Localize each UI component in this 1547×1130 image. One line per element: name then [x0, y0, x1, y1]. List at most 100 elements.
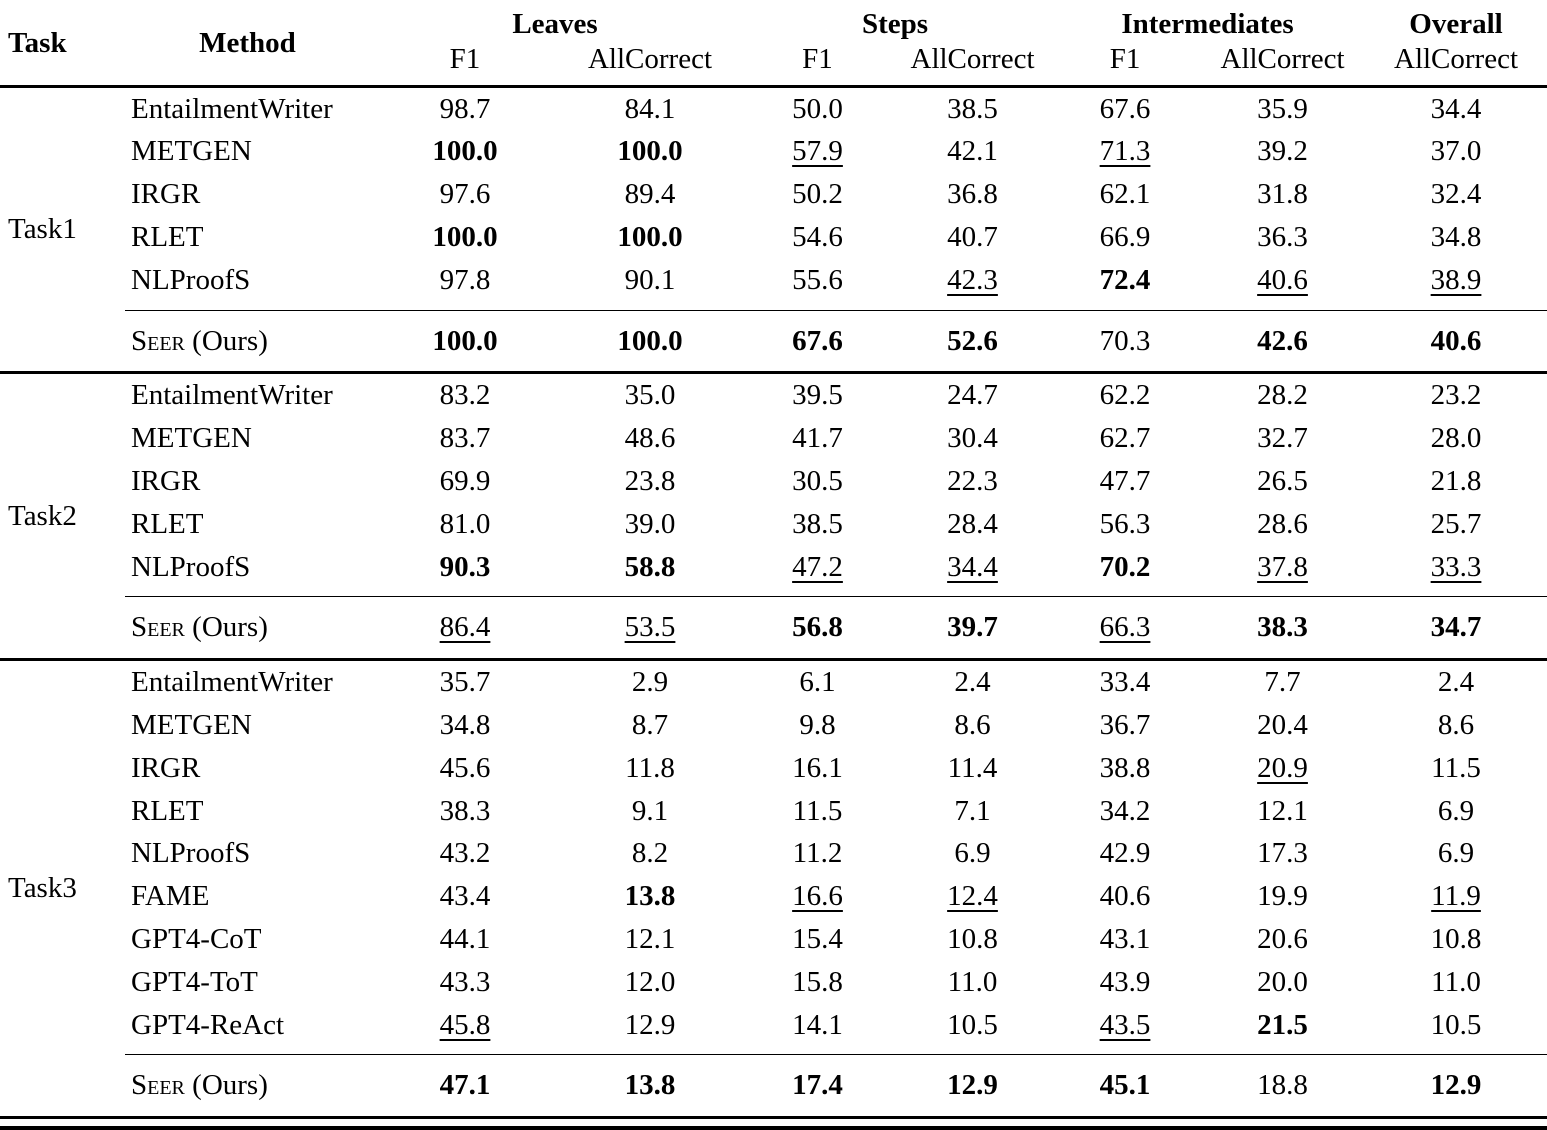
metric-value: 38.9 [1430, 263, 1482, 296]
metric-value: 43.2 [439, 837, 491, 870]
metric-value: 9.8 [799, 708, 836, 741]
metric-value: 12.9 [1365, 1054, 1547, 1118]
metric-value: 56.3 [1099, 507, 1151, 540]
method-row: NLProofS 43.2 8.2 11.2 6.9 42.9 17.3 6.9 [0, 832, 1547, 875]
metric-value: 41.7 [792, 422, 843, 455]
col-group-steps: Steps [861, 8, 929, 40]
metric-value: 98.7 [439, 92, 491, 125]
metric-value: 2.9 [631, 666, 669, 699]
metric-value: 6.9 [1437, 794, 1475, 827]
metric-value: 40.6 [1099, 880, 1151, 913]
metric-value: 90.1 [624, 263, 676, 296]
metric-value: 97.6 [439, 178, 491, 211]
metric-value: 67.6 [1099, 92, 1151, 125]
metric-value: 45.1 [1050, 1054, 1201, 1118]
metric-value: 11.5 [792, 794, 843, 827]
metric-value: 10.8 [947, 922, 998, 955]
method-name: IRGR [131, 751, 201, 784]
metric-value: 38.8 [1099, 751, 1151, 784]
metric-value: 33.4 [1099, 666, 1151, 699]
metric-value: 20.6 [1257, 922, 1308, 955]
metric-value: 42.9 [1099, 837, 1151, 870]
ours-method-smallcaps: Seer [131, 1069, 185, 1102]
ours-row: Seer (Ours) 100.0 100.0 67.6 52.6 70.3 42.6 40.… [0, 309, 1547, 373]
metric-value: 28.4 [947, 507, 998, 540]
metric-value: 37.8 [1257, 550, 1308, 583]
method-name: EntailmentWriter [131, 379, 333, 412]
method-row: NLProofS 90.3 58.8 47.2 34.4 70.2 37.8 33.3 [0, 546, 1547, 597]
metric-value: 47.7 [1099, 464, 1151, 497]
metric-value: 43.4 [439, 880, 491, 913]
metric-value: 38.3 [1200, 596, 1366, 660]
metric-value: 10.5 [947, 1008, 998, 1041]
metric-value: 71.3 [1099, 135, 1151, 168]
metric-value: 2.4 [1437, 666, 1475, 699]
metric-value: 83.2 [439, 379, 491, 412]
metric-value: 36.7 [1099, 708, 1151, 741]
col-header-task: Task [8, 26, 67, 59]
method-row: NLProofS 97.8 90.1 55.6 42.3 72.4 40.6 38.9 [0, 259, 1547, 310]
metric-value: 8.7 [631, 708, 669, 741]
ours-row: Seer (Ours) 47.1 13.8 17.4 12.9 45.1 18.8 12.9 [0, 1054, 1547, 1118]
metric-value: 100.0 [432, 135, 498, 168]
metric-value: 13.8 [624, 880, 676, 913]
metric-value: 11.0 [1431, 965, 1481, 998]
col-header-overall-allcorrect: AllCorrect [1394, 42, 1519, 75]
metric-value: 6.9 [954, 837, 991, 870]
method-row: RLET 81.0 39.0 38.5 28.4 56.3 28.6 25.7 [0, 503, 1547, 546]
metric-value: 72.4 [1099, 263, 1151, 296]
ours-method-smallcaps: Seer [131, 324, 185, 357]
method-name: NLProofS [131, 550, 251, 583]
metric-value: 26.5 [1257, 464, 1308, 497]
metric-value: 57.9 [792, 135, 843, 168]
task-block: Task2 EntailmentWriter 83.2 35.0 39.5 24.7 62.… [0, 373, 1547, 660]
metric-value: 20.9 [1257, 751, 1308, 784]
metric-value: 90.3 [439, 550, 491, 583]
metric-value: 67.6 [740, 309, 895, 373]
metric-value: 32.7 [1257, 422, 1308, 455]
metric-value: 43.3 [439, 965, 491, 998]
metric-value: 54.6 [792, 220, 843, 253]
col-header-method: Method [199, 26, 296, 59]
method-name: NLProofS [131, 837, 251, 870]
method-name: RLET [131, 794, 204, 827]
col-header-intermediates-f1: F1 [1109, 42, 1141, 75]
metric-value: 43.9 [1099, 965, 1151, 998]
task-label: Task1 [8, 213, 77, 246]
metric-value: 42.1 [947, 135, 998, 168]
ours-row: Seer (Ours) 86.4 53.5 56.8 39.7 66.3 38.3 34.7 [0, 596, 1547, 660]
metric-value: 40.6 [1365, 309, 1547, 373]
method-name: Seer (Ours) [125, 309, 370, 373]
metric-value: 12.0 [624, 965, 676, 998]
metric-value: 33.3 [1430, 550, 1482, 583]
ours-method-suffix: (Ours) [184, 1069, 268, 1102]
metric-value: 69.9 [439, 464, 491, 497]
metric-value: 50.0 [792, 92, 843, 125]
metric-value: 11.9 [1431, 880, 1481, 913]
metric-value: 43.5 [1099, 1008, 1151, 1041]
metric-value: 66.9 [1099, 220, 1151, 253]
metric-value: 11.8 [625, 751, 675, 784]
metric-value: 18.8 [1200, 1054, 1366, 1118]
metric-value: 17.3 [1257, 837, 1308, 870]
metric-value: 97.8 [439, 263, 491, 296]
metric-value: 38.3 [439, 794, 491, 827]
metric-value: 35.0 [624, 379, 676, 412]
metric-value: 34.2 [1099, 794, 1151, 827]
metric-value: 84.1 [624, 92, 676, 125]
metric-value: 100.0 [560, 309, 740, 373]
col-group-overall: Overall [1409, 8, 1503, 40]
method-row: IRGR 69.9 23.8 30.5 22.3 47.7 26.5 21.8 [0, 460, 1547, 503]
col-header-steps-f1: F1 [802, 42, 833, 75]
metric-value: 28.6 [1257, 507, 1308, 540]
metric-value: 40.6 [1257, 263, 1308, 296]
metric-value: 35.7 [439, 666, 491, 699]
metric-value: 12.9 [624, 1008, 676, 1041]
metric-value: 37.0 [1430, 135, 1482, 168]
metric-value: 8.6 [1437, 708, 1475, 741]
metric-value: 19.9 [1257, 880, 1308, 913]
metric-value: 62.1 [1099, 178, 1151, 211]
metric-value: 35.9 [1257, 92, 1308, 125]
metric-value: 8.6 [954, 708, 991, 741]
